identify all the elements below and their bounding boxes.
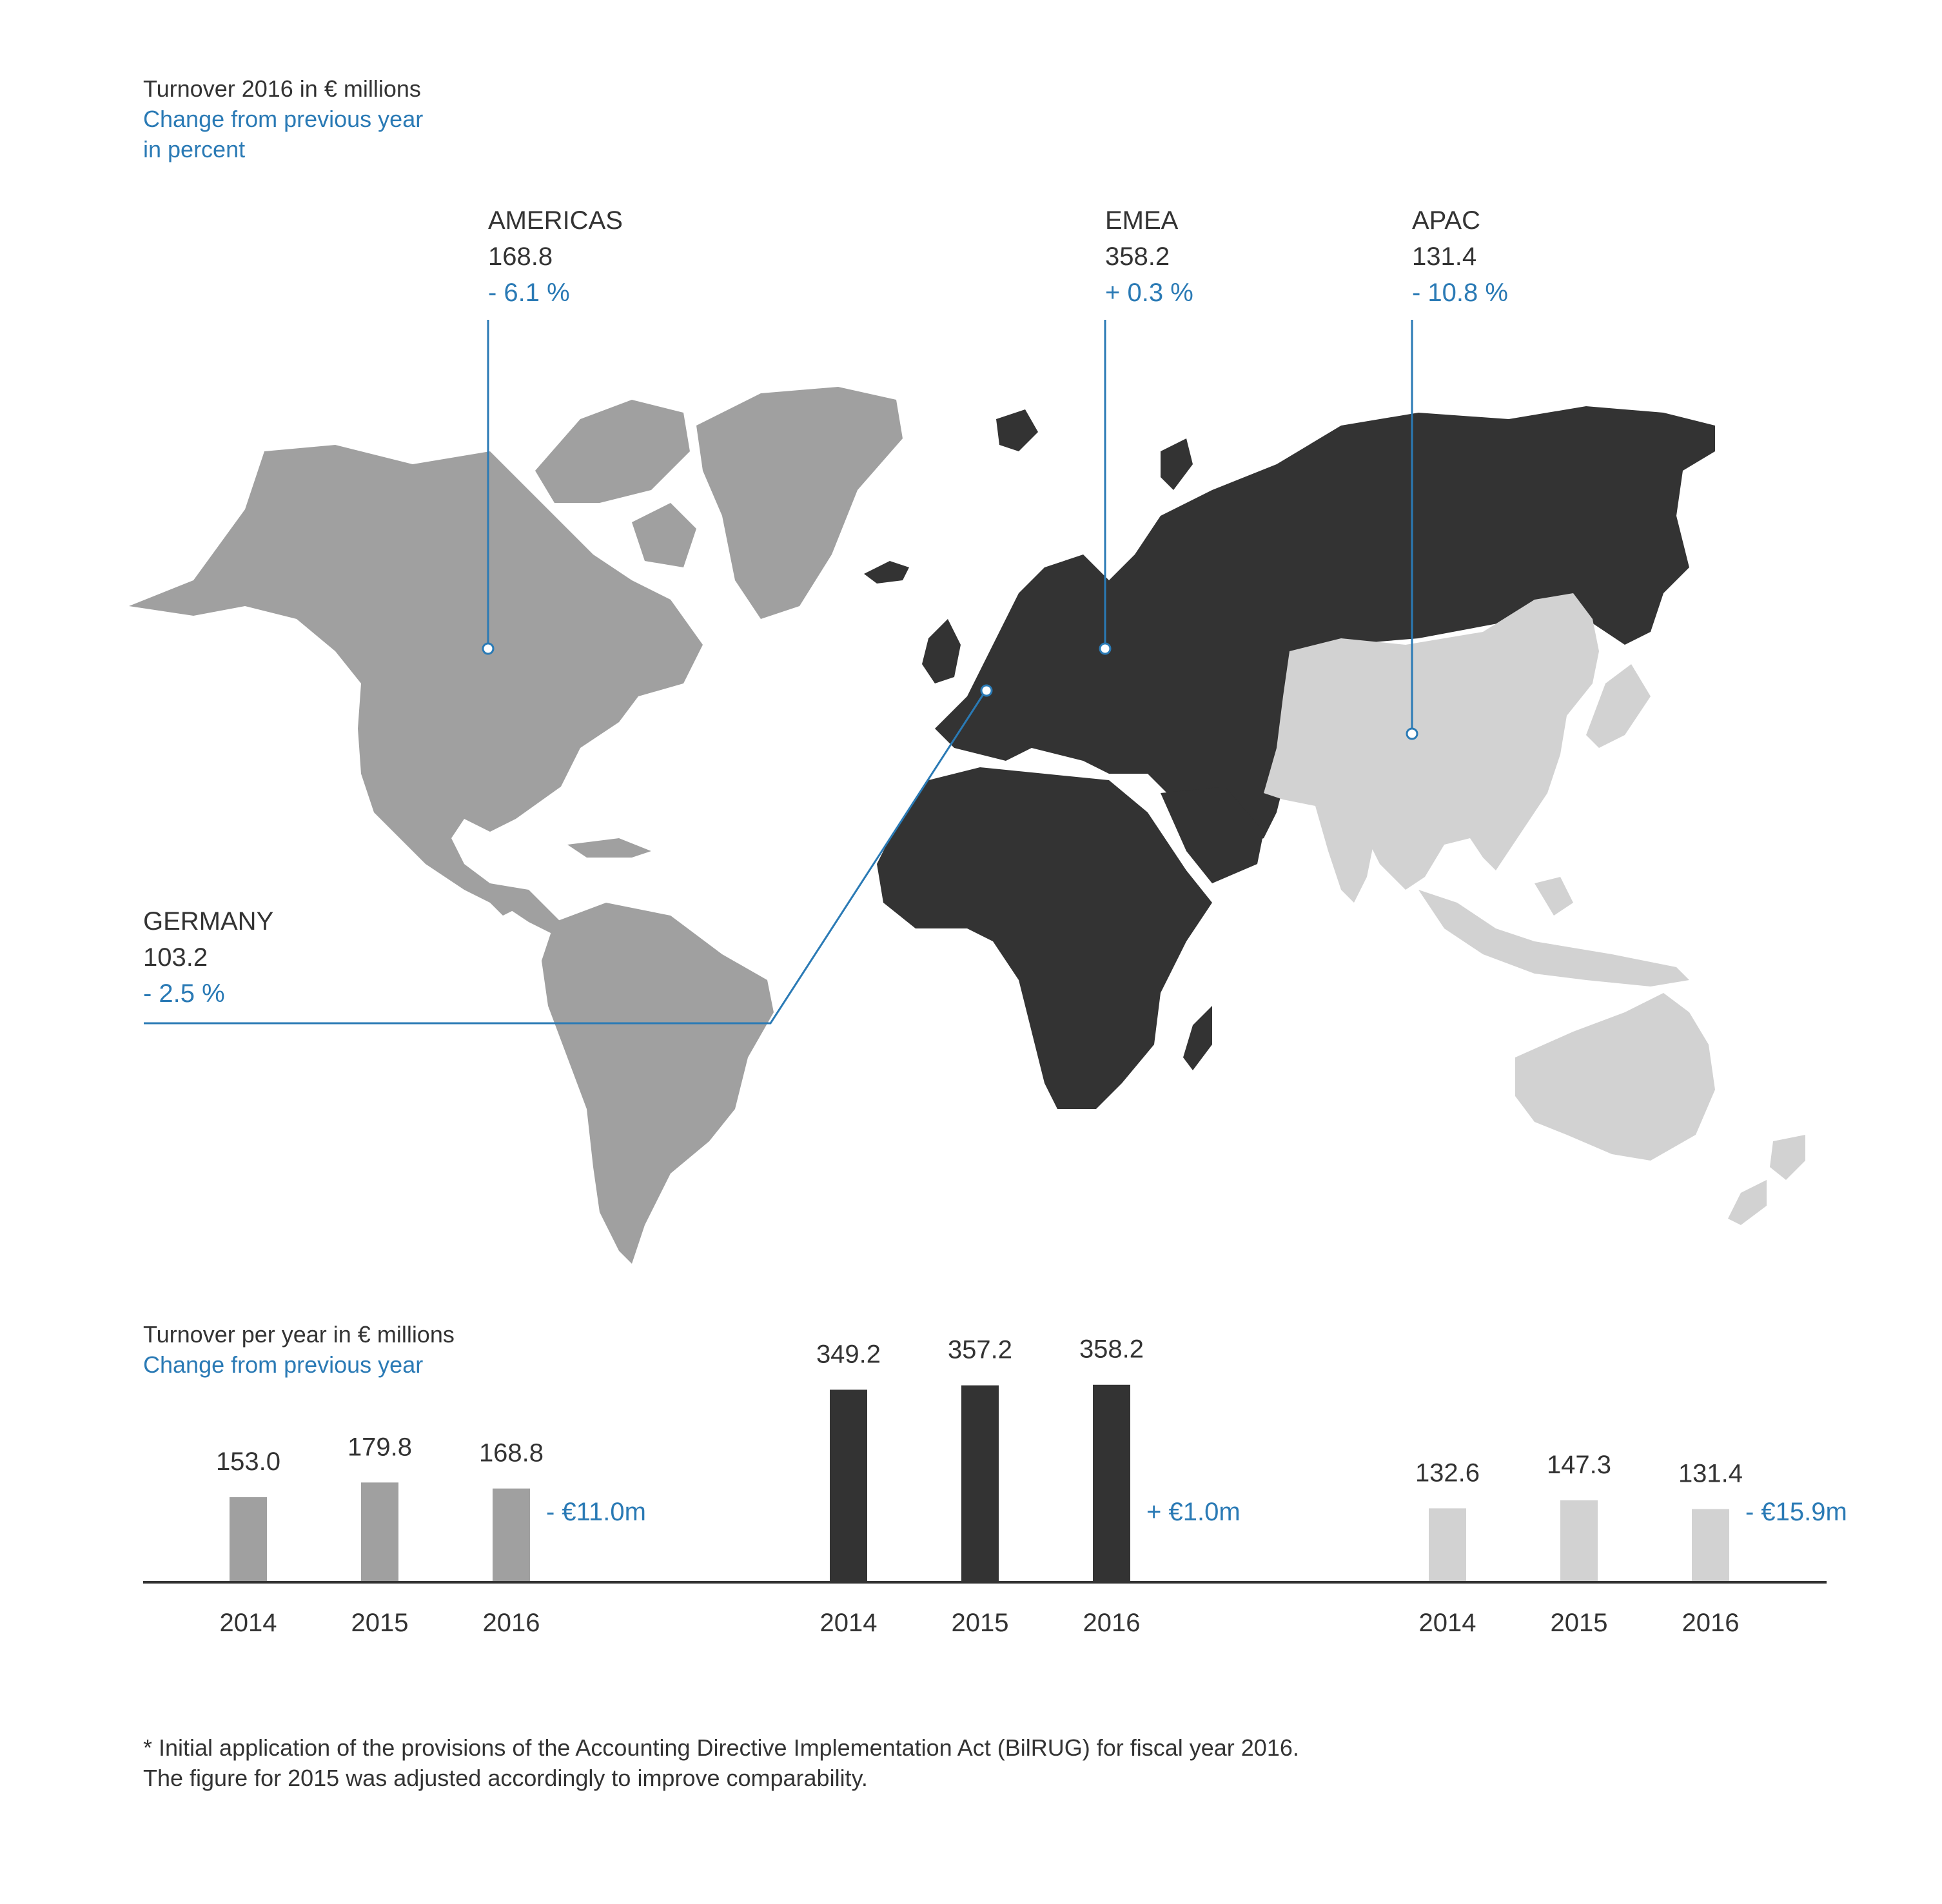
americas-bar-2015 [361, 1482, 398, 1581]
map-title: Turnover 2016 in € millions [143, 75, 421, 102]
apac-year-label-2014: 2014 [1419, 1609, 1476, 1637]
americas-marker [482, 642, 495, 655]
americas-value-label-2014: 153.0 [216, 1448, 280, 1476]
map-subtitle: Change from previous year [143, 106, 424, 132]
americas-year-label-2014: 2014 [220, 1609, 277, 1637]
emea-year-label-2014: 2014 [820, 1609, 878, 1637]
apac-bar-2014 [1429, 1508, 1466, 1581]
germany-name: GERMANY [143, 907, 274, 936]
emea-change-label: + €1.0m [1146, 1498, 1241, 1526]
apac-bar-2016 [1692, 1509, 1729, 1581]
americas-year-label-2015: 2015 [351, 1609, 409, 1637]
footnote-line1: * Initial application of the provisions … [143, 1734, 1299, 1761]
germany-marker [980, 684, 993, 697]
emea-value-label-2015: 357.2 [948, 1336, 1012, 1364]
emea-bar-2015 [961, 1385, 999, 1581]
apac-marker [1406, 727, 1418, 740]
apac-value-label-2014: 132.6 [1415, 1458, 1480, 1487]
apac-year-label-2015: 2015 [1551, 1609, 1608, 1637]
emea-landmass [864, 406, 1715, 1109]
apac-change-label: - €15.9m [1745, 1498, 1847, 1526]
emea-year-label-2015: 2015 [952, 1609, 1009, 1637]
footnote-line2: The figure for 2015 was adjusted accordi… [143, 1765, 868, 1791]
map-subtitle-unit: in percent [143, 136, 246, 162]
bar-section-title: Turnover per year in € millions [143, 1321, 455, 1348]
emea-bar-2014 [830, 1389, 867, 1581]
americas-change: - 6.1 % [488, 279, 570, 307]
emea-marker [1099, 642, 1112, 655]
apac-name: APAC [1412, 206, 1480, 235]
americas-bar-2016 [493, 1488, 530, 1581]
emea-bar-2016 [1093, 1384, 1130, 1581]
apac-bar-2015 [1560, 1500, 1598, 1581]
emea-name: EMEA [1105, 206, 1179, 235]
americas-bar-2014 [230, 1497, 267, 1581]
germany-callout-line [144, 694, 985, 1025]
callout-lines [144, 320, 1418, 1025]
emea-value-label-2016: 358.2 [1079, 1335, 1144, 1364]
americas-value-label-2016: 168.8 [479, 1439, 544, 1467]
americas-value-label-2015: 179.8 [348, 1433, 412, 1461]
emea-change: + 0.3 % [1105, 279, 1193, 307]
apac-year-label-2016: 2016 [1682, 1609, 1740, 1637]
emea-value-label-2014: 349.2 [816, 1340, 881, 1368]
apac-value: 131.4 [1412, 242, 1477, 271]
bar-section-subtitle: Change from previous year [143, 1351, 424, 1378]
apac-value-label-2015: 147.3 [1547, 1451, 1611, 1479]
germany-value: 103.2 [143, 943, 208, 972]
americas-landmass [129, 387, 903, 1264]
apac-landmass [1264, 593, 1805, 1225]
americas-change-label: - €11.0m [546, 1498, 646, 1526]
americas-name: AMERICAS [488, 206, 623, 235]
americas-year-label-2016: 2016 [483, 1609, 540, 1637]
germany-change: - 2.5 % [143, 979, 225, 1008]
emea-value: 358.2 [1105, 242, 1170, 271]
americas-value: 168.8 [488, 242, 553, 271]
apac-change: - 10.8 % [1412, 279, 1508, 307]
emea-year-label-2016: 2016 [1083, 1609, 1141, 1637]
apac-value-label-2016: 131.4 [1678, 1459, 1743, 1487]
